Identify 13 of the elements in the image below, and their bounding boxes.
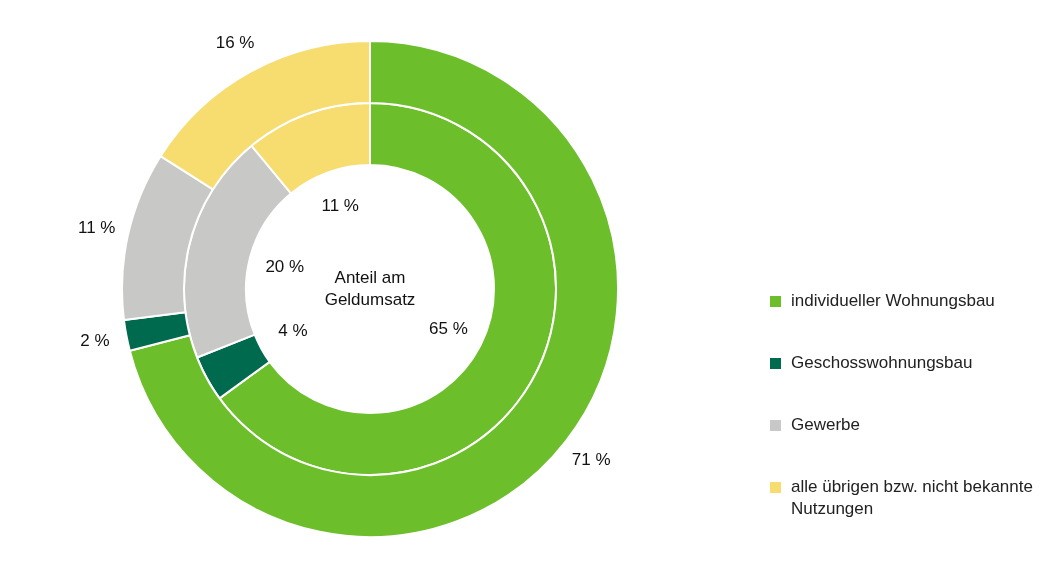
data-label: 4 %: [278, 321, 308, 341]
data-label: 20 %: [265, 256, 305, 276]
legend-label: individueller Wohnungsbau: [791, 290, 995, 312]
legend-label: Gewerbe: [791, 414, 860, 436]
data-label: 16 %: [215, 33, 255, 53]
legend-label: Geschosswohnungsbau: [791, 352, 973, 374]
data-label: 11 %: [77, 217, 116, 237]
data-label: 65 %: [429, 318, 468, 338]
text: Anteil am Geldumsatz: [324, 267, 416, 309]
data-label: 11 %: [321, 195, 359, 215]
legend-label: alle übrigen bzw. nicht bekannte Nutzungen: [791, 476, 1034, 520]
data-label: 71 %: [571, 450, 611, 470]
data-label: 2 %: [80, 331, 110, 351]
